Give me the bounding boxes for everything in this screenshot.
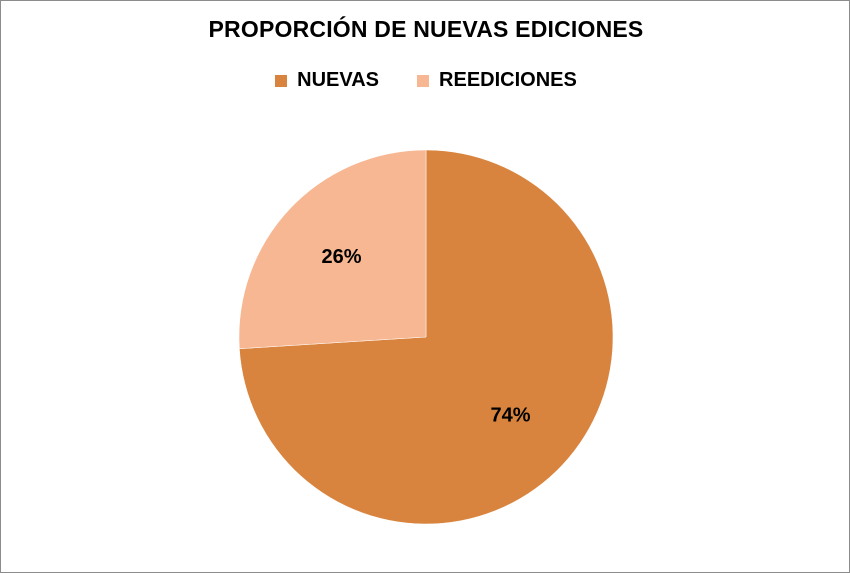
legend-swatch-nuevas: [275, 74, 288, 87]
data-label-reediciones: 26%: [321, 246, 361, 268]
legend-label-reediciones: REEDICIONES: [439, 69, 577, 91]
legend-swatch-reediciones: [417, 74, 430, 87]
chart-legend: NUEVAS REEDICIONES: [1, 69, 850, 92]
legend-label-nuevas: NUEVAS: [297, 69, 380, 91]
data-label-nuevas: 74%: [491, 405, 531, 427]
legend-item-reediciones: REEDICIONES: [417, 69, 577, 92]
chart-title: PROPORCIÓN DE NUEVAS EDICIONES: [208, 16, 644, 42]
pie-slice-reediciones: [238, 149, 427, 350]
legend-item-nuevas: NUEVAS: [275, 69, 379, 92]
